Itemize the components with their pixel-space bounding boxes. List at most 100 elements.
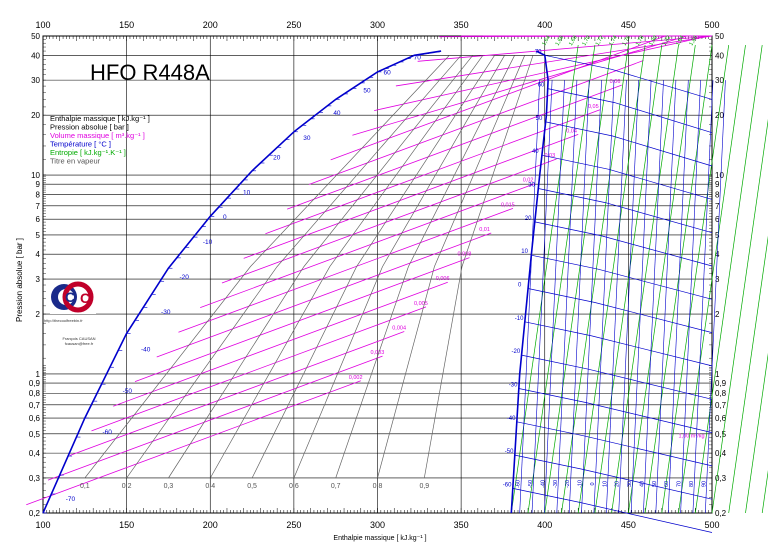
y-tick-label-right: 0,5 bbox=[715, 430, 727, 439]
legend-entry: Titre en vapeur bbox=[50, 157, 101, 166]
y-tick-label-right: 0,9 bbox=[715, 379, 727, 388]
liquid-temperature-label: 40 bbox=[333, 110, 341, 117]
isotherm-dome-label: 50 bbox=[536, 116, 543, 122]
x-tick-label-bottom: 250 bbox=[286, 520, 301, 530]
x-tick-label-top: 500 bbox=[704, 20, 719, 30]
isotherm-dome-label: -60 bbox=[503, 482, 512, 488]
cfc-logo-icon: C C bbox=[50, 280, 96, 314]
volume-bottom-label: 1,00 m³/kg bbox=[679, 433, 705, 439]
y-tick-label-right: 0,8 bbox=[715, 389, 727, 398]
isotherm-dome-label: 40 bbox=[532, 149, 539, 155]
author-block: François CAUSAN fcausan@free.fr bbox=[44, 336, 114, 346]
author-email: fcausan@free.fr bbox=[44, 341, 114, 346]
y-tick-label-left: 50 bbox=[31, 32, 40, 41]
y-tick-label-right: 0,2 bbox=[715, 509, 727, 518]
isotherm-dome-label: 20 bbox=[525, 216, 532, 222]
volume-line-label: 0,004 bbox=[392, 326, 406, 332]
volume-line-label: 0,05 bbox=[588, 104, 599, 110]
quality-label: 0,8 bbox=[373, 483, 383, 490]
x-tick-label-top: 150 bbox=[119, 20, 134, 30]
y-tick-label-right: 2 bbox=[715, 310, 720, 319]
liquid-temperature-label: 70 bbox=[414, 55, 422, 62]
isotherm-dome-label: 10 bbox=[521, 249, 528, 255]
y-tick-label-right: 20 bbox=[715, 111, 724, 120]
liquid-temperature-label: -30 bbox=[161, 309, 171, 316]
y-tick-label-right: 40 bbox=[715, 51, 724, 60]
y-tick-label-left: 10 bbox=[31, 171, 40, 180]
quality-label: 0,9 bbox=[419, 483, 429, 490]
logo-url: http://thecoolfreebin.fr bbox=[44, 318, 108, 323]
x-tick-label-bottom: 500 bbox=[704, 520, 719, 530]
cfc-logo: C C bbox=[50, 280, 96, 314]
x-tick-label-top: 400 bbox=[537, 20, 552, 30]
volume-line-label: 0,06 bbox=[610, 79, 621, 85]
y-tick-label-left: 20 bbox=[31, 111, 40, 120]
y-tick-label-left: 0,2 bbox=[29, 509, 41, 518]
volume-line-label: 0,008 bbox=[457, 252, 471, 258]
quality-label: 0,5 bbox=[247, 483, 257, 490]
volume-line-label: 0,015 bbox=[501, 202, 515, 208]
quality-label: 0,2 bbox=[122, 483, 132, 490]
y-tick-label-left: 0,4 bbox=[29, 449, 41, 458]
quality-label: 0,4 bbox=[205, 483, 215, 490]
svg-text:C: C bbox=[65, 289, 75, 305]
liquid-temperature-label: 60 bbox=[384, 70, 392, 77]
liquid-temperature-label: -10 bbox=[203, 239, 213, 246]
isotherm-dome-label: -30 bbox=[509, 382, 518, 388]
y-tick-label-left: 4 bbox=[36, 250, 41, 259]
liquid-temperature-label: -70 bbox=[66, 496, 76, 503]
y-tick-label-right: 50 bbox=[715, 32, 724, 41]
y-tick-label-left: 6 bbox=[36, 215, 41, 224]
y-tick-label-left: 3 bbox=[36, 275, 41, 284]
x-tick-label-top: 250 bbox=[286, 20, 301, 30]
y-tick-label-right: 10 bbox=[715, 171, 724, 180]
liquid-temperature-label: 10 bbox=[243, 189, 251, 196]
chart-title: HFO R448A bbox=[90, 60, 210, 85]
y-tick-label-left: 7 bbox=[36, 202, 41, 211]
y-tick-label-left: 40 bbox=[31, 51, 40, 60]
y-tick-label-left: 30 bbox=[31, 76, 40, 85]
liquid-temperature-label: 50 bbox=[363, 87, 371, 94]
quality-label: 0,1 bbox=[80, 483, 90, 490]
x-tick-label-top: 350 bbox=[454, 20, 469, 30]
quality-label: 0,7 bbox=[331, 483, 341, 490]
quality-label: 0,3 bbox=[164, 483, 174, 490]
entropy-line bbox=[762, 45, 768, 513]
liquid-temperature-label: -50 bbox=[123, 388, 133, 395]
y-tick-label-right: 8 bbox=[715, 190, 720, 199]
volume-line-label: 0,002 bbox=[349, 375, 363, 381]
x-axis-title: Enthalpie massique [ kJ.kg⁻¹ ] bbox=[333, 535, 426, 542]
y-tick-label-left: 0,6 bbox=[29, 414, 41, 423]
liquid-temperature-label: -20 bbox=[179, 274, 189, 281]
entropy-line bbox=[746, 45, 768, 513]
svg-text:C: C bbox=[80, 290, 90, 306]
liquid-temperature-label: 0 bbox=[223, 214, 227, 221]
isotherm-dome-label: -10 bbox=[515, 316, 524, 322]
x-tick-label-bottom: 450 bbox=[621, 520, 636, 530]
y-tick-label-left: 8 bbox=[36, 190, 41, 199]
y-tick-label-left: 0,9 bbox=[29, 379, 41, 388]
y-tick-label-left: 0,8 bbox=[29, 389, 41, 398]
liquid-temperature-label: 20 bbox=[273, 154, 281, 161]
y-tick-label-left: 0,5 bbox=[29, 430, 41, 439]
liquid-temperature-label: -40 bbox=[141, 346, 151, 353]
volume-line-label: 0,04 bbox=[566, 128, 577, 134]
volume-line-label: 0,003 bbox=[371, 350, 385, 356]
volume-line-label: 0,005 bbox=[414, 301, 428, 307]
x-tick-label-bottom: 350 bbox=[454, 520, 469, 530]
liquid-temperature-label: 30 bbox=[303, 135, 311, 142]
x-tick-label-bottom: 100 bbox=[35, 520, 50, 530]
liquid-temperature-label: -60 bbox=[103, 429, 113, 436]
volume-line-label: 0,006 bbox=[436, 276, 450, 282]
isotherm-dome-label: -40 bbox=[507, 416, 516, 422]
isotherm-dome-label: -50 bbox=[505, 449, 514, 455]
isotherm-dome-label: -20 bbox=[512, 349, 521, 355]
y-tick-label-left: 0,7 bbox=[29, 401, 41, 410]
y-axis-title: Pression absolue [ bar ] bbox=[15, 238, 24, 322]
x-tick-label-bottom: 150 bbox=[119, 520, 134, 530]
entropy-line bbox=[729, 45, 768, 513]
y-tick-label-left: 9 bbox=[36, 180, 41, 189]
x-tick-label-bottom: 300 bbox=[370, 520, 385, 530]
